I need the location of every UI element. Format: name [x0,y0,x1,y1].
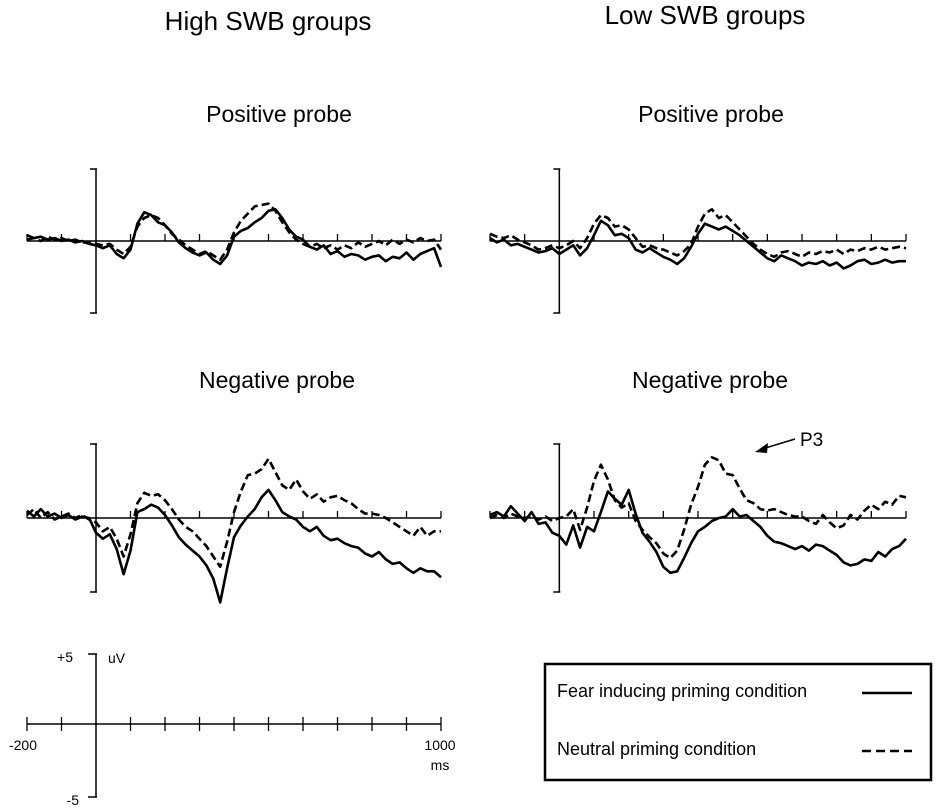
legend: Fear inducing priming condition Neutral … [543,662,933,782]
panel-high-positive [26,168,443,314]
panel-low-negative [489,443,907,593]
series-line-fear [489,488,907,575]
scale-x-unit-label: ms [431,757,450,773]
panel-title-low-positive: Positive probe [638,101,784,127]
scale-y-unit-label: uV [108,650,126,666]
column-title-low-swb: Low SWB groups [605,0,806,30]
p3-arrow-head [755,443,768,453]
panel-high-negative [26,443,442,604]
series-line-neutral [26,202,443,261]
series-line-neutral [489,208,907,259]
legend-label-neutral: Neutral priming condition [557,739,756,759]
series-line-fear [26,488,442,604]
series-line-fear [489,219,906,270]
scale-x-right-label: 1000 [424,737,455,753]
p3-label: P3 [800,430,823,451]
p3-annotation: P3 [755,430,823,453]
series-line-fear [26,208,443,268]
panel-title-low-negative: Negative probe [632,367,788,393]
scale-bar [26,653,442,798]
series-line-neutral [489,456,907,560]
scale-y-top-label: +5 [57,649,73,665]
series-line-neutral [26,457,441,569]
panel-low-positive [489,168,907,314]
scale-x-left-label: -200 [9,737,37,753]
scale-y-bottom-label: -5 [67,792,80,808]
panel-title-high-negative: Negative probe [199,367,355,393]
column-title-high-swb: High SWB groups [165,6,372,36]
legend-label-fear: Fear inducing priming condition [557,681,807,701]
panel-title-high-positive: Positive probe [206,101,352,127]
legend-box [543,662,933,782]
